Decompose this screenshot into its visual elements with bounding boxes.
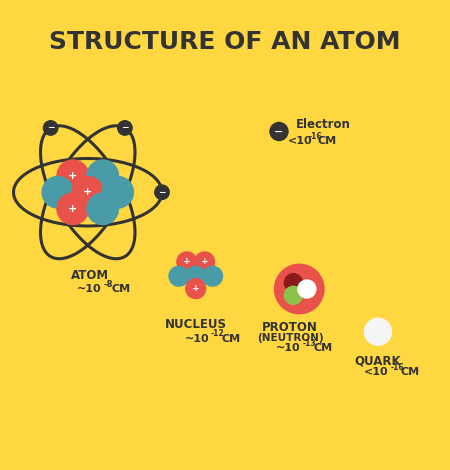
Text: −: − bbox=[47, 124, 54, 133]
Circle shape bbox=[87, 193, 118, 225]
Circle shape bbox=[186, 266, 206, 286]
Text: −: − bbox=[121, 124, 129, 133]
Circle shape bbox=[87, 160, 118, 191]
Circle shape bbox=[364, 318, 392, 345]
Text: ~10: ~10 bbox=[184, 334, 209, 344]
Text: +: + bbox=[68, 204, 77, 214]
Circle shape bbox=[155, 185, 169, 199]
Text: -8: -8 bbox=[103, 280, 112, 289]
Text: ~10: ~10 bbox=[76, 284, 101, 294]
Circle shape bbox=[284, 286, 302, 304]
Text: -16: -16 bbox=[308, 133, 322, 141]
Text: STRUCTURE OF AN ATOM: STRUCTURE OF AN ATOM bbox=[49, 30, 401, 54]
Text: +: + bbox=[68, 171, 77, 180]
Text: CM: CM bbox=[112, 284, 130, 294]
Circle shape bbox=[42, 177, 74, 208]
Circle shape bbox=[44, 121, 58, 135]
Text: QUARK: QUARK bbox=[355, 354, 401, 368]
Circle shape bbox=[118, 121, 132, 135]
Text: ~10: ~10 bbox=[276, 344, 301, 353]
Circle shape bbox=[169, 266, 189, 286]
Text: +: + bbox=[83, 187, 92, 197]
Circle shape bbox=[202, 266, 222, 286]
Text: −: − bbox=[158, 188, 166, 197]
Circle shape bbox=[298, 280, 316, 298]
Circle shape bbox=[274, 264, 324, 314]
Text: Electron: Electron bbox=[296, 118, 351, 131]
Text: (NEUTRON): (NEUTRON) bbox=[257, 333, 324, 343]
Circle shape bbox=[177, 252, 197, 272]
Text: <10: <10 bbox=[288, 136, 313, 146]
Text: PROTON: PROTON bbox=[262, 321, 318, 334]
Text: ATOM: ATOM bbox=[71, 269, 109, 282]
Circle shape bbox=[270, 123, 288, 141]
Text: -16: -16 bbox=[390, 363, 404, 372]
Text: CM: CM bbox=[314, 344, 333, 353]
Circle shape bbox=[57, 193, 89, 225]
Text: −: − bbox=[274, 126, 284, 136]
Text: CM: CM bbox=[317, 136, 337, 146]
Text: -13: -13 bbox=[302, 339, 316, 348]
Circle shape bbox=[195, 252, 215, 272]
Text: CM: CM bbox=[400, 367, 419, 377]
Circle shape bbox=[102, 177, 134, 208]
Text: +: + bbox=[201, 258, 208, 266]
Circle shape bbox=[72, 177, 104, 208]
Text: +: + bbox=[183, 258, 191, 266]
Text: -12: -12 bbox=[211, 329, 225, 338]
Circle shape bbox=[186, 279, 206, 298]
Circle shape bbox=[284, 274, 302, 292]
Circle shape bbox=[57, 160, 89, 191]
Text: <10: <10 bbox=[364, 367, 388, 377]
Text: +: + bbox=[192, 284, 199, 293]
Text: CM: CM bbox=[222, 334, 241, 344]
Text: NUCLEUS: NUCLEUS bbox=[165, 319, 227, 331]
